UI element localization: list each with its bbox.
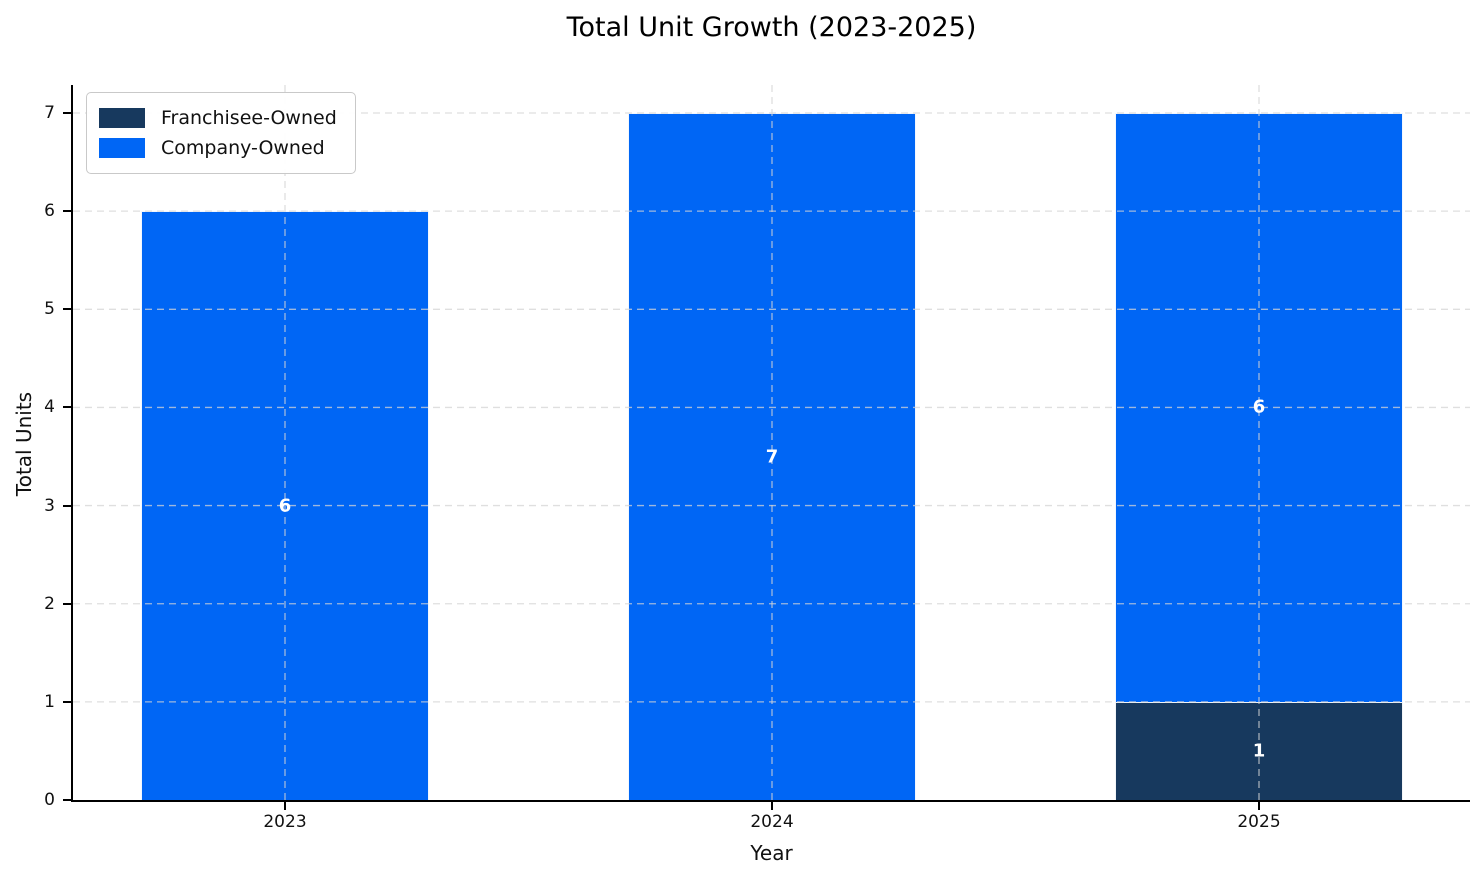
bar-value-label-company-owned-2023: 6 [278,495,292,517]
y-axis-label: Total Units [12,391,36,497]
y-tick-1 [63,700,71,703]
y-tick-label-7: 7 [44,103,55,124]
legend-item-company-owned: Company-Owned [99,133,337,163]
x-axis-spine [71,800,1470,802]
x-axis-label: Year [750,841,793,865]
y-tick-0 [63,799,71,801]
x-tick-label-2024: 2024 [750,812,794,832]
y-tick-5 [63,308,71,311]
bar-value-label-company-owned-2024: 7 [765,446,779,467]
y-tick-label-5: 5 [44,299,55,320]
x-tick-2023 [284,802,286,810]
y-tick-3 [63,504,71,507]
y-tick-6 [63,210,71,213]
y-tick-label-0: 0 [44,790,55,810]
y-tick-4 [63,406,71,409]
y-tick-label-2: 2 [44,593,55,614]
y-tick-7 [63,112,71,115]
y-axis-spine [71,85,73,802]
legend: Franchisee-Owned Company-Owned [86,92,356,174]
legend-swatch-company-owned [99,138,145,158]
y-tick-label-3: 3 [44,495,55,516]
legend-item-franchisee-owned: Franchisee-Owned [99,103,337,133]
x-tick-2024 [771,802,773,810]
bar-value-label-franchisee-owned-2025: 1 [1252,740,1266,762]
x-tick-label-2025: 2025 [1237,812,1281,832]
legend-label-company-owned: Company-Owned [161,137,325,159]
legend-swatch-franchisee-owned [99,108,145,128]
y-tick-2 [63,602,71,605]
y-tick-label-6: 6 [44,201,55,222]
y-tick-label-4: 4 [44,397,55,418]
x-tick-2025 [1258,802,1260,810]
legend-label-franchisee-owned: Franchisee-Owned [161,107,337,129]
bar-value-label-company-owned-2025: 6 [1252,396,1266,418]
y-tick-label-1: 1 [44,691,55,712]
plot-area: Franchisee-Owned Company-Owned 6 7 1 6 0 1 2 3 4 5… [44,85,1470,832]
x-tick-label-2023: 2023 [263,812,307,832]
chart-title: Total Unit Growth (2023-2025) [566,12,977,43]
